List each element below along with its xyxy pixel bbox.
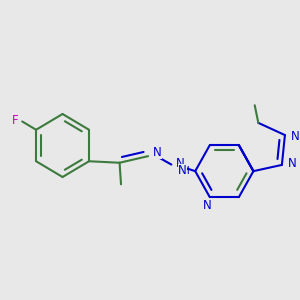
Text: N: N xyxy=(178,164,187,177)
Text: N: N xyxy=(176,158,184,170)
Text: F: F xyxy=(12,114,19,128)
Text: N: N xyxy=(153,146,162,159)
Text: H: H xyxy=(182,166,190,176)
Text: N: N xyxy=(288,157,297,170)
Text: N: N xyxy=(291,130,300,143)
Text: N: N xyxy=(203,199,212,212)
